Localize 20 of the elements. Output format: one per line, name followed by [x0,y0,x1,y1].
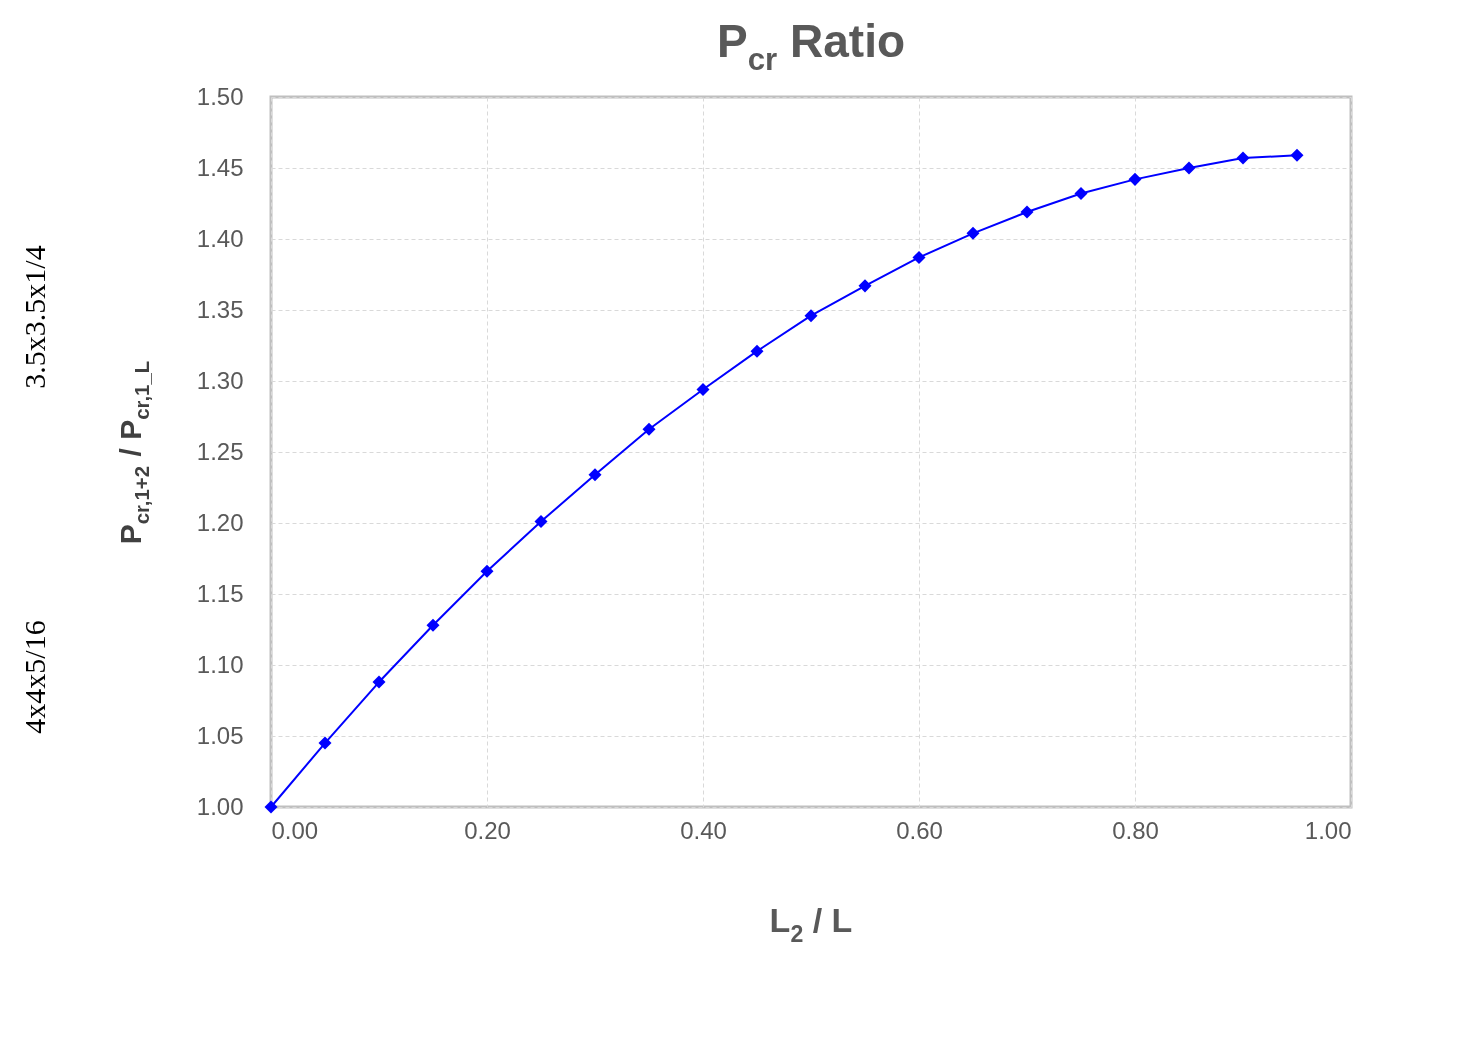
y-tick-label: 1.30 [196,366,244,394]
x-tick-label: 0.20 [464,816,511,844]
y-tick-label: 1.20 [196,508,244,536]
text: 3.5x3.5x1/4 [18,245,51,389]
y-axis-title: Pcr,1+2 / Pcr,1_L [114,360,154,545]
y-tick-label: 1.00 [196,792,244,820]
x-tick-label: 0.80 [1112,816,1159,844]
y-tick-label: 1.35 [196,295,244,323]
x-tick-label: 0.00 [271,816,319,844]
y-tick-label: 1.10 [196,650,244,678]
y-tick-label: 1.45 [196,153,244,181]
y-tick-label: 1.25 [196,437,244,465]
y-tick-label: 1.40 [196,224,244,252]
x-tick-label: 1.00 [1304,816,1352,844]
y-tick-label: 1.15 [196,579,244,607]
text: 4x4x5/16 [18,620,51,734]
x-tick-label: 0.60 [896,816,943,844]
x-tick-label: 0.40 [680,816,727,844]
y-tick-label: 1.50 [196,82,244,110]
y-tick-label: 1.05 [196,721,244,749]
